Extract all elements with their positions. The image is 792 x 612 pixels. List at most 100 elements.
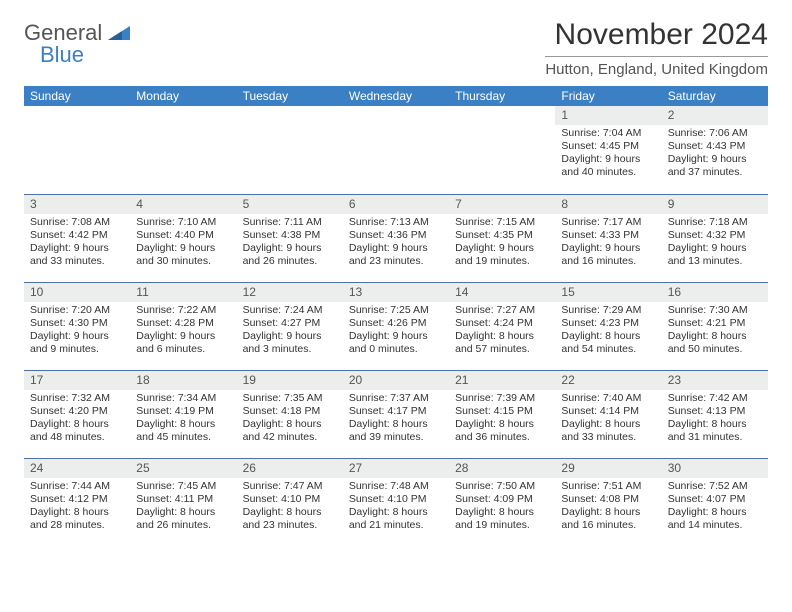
title-block: November 2024 Hutton, England, United Ki… [545,18,768,78]
day-body: Sunrise: 7:18 AMSunset: 4:32 PMDaylight:… [662,214,768,273]
day-header: Monday [130,86,236,106]
calendar-cell: 5Sunrise: 7:11 AMSunset: 4:38 PMDaylight… [237,194,343,282]
day-number: 18 [130,370,236,390]
day-number: 25 [130,458,236,478]
calendar-row: 3Sunrise: 7:08 AMSunset: 4:42 PMDaylight… [24,194,768,282]
calendar-cell: 1Sunrise: 7:04 AMSunset: 4:45 PMDaylight… [555,106,661,194]
calendar-cell: 6Sunrise: 7:13 AMSunset: 4:36 PMDaylight… [343,194,449,282]
logo-triangle-icon [108,26,130,40]
calendar-cell: 8Sunrise: 7:17 AMSunset: 4:33 PMDaylight… [555,194,661,282]
calendar-cell: . [237,106,343,194]
calendar-cell: 27Sunrise: 7:48 AMSunset: 4:10 PMDayligh… [343,458,449,546]
calendar-cell: 24Sunrise: 7:44 AMSunset: 4:12 PMDayligh… [24,458,130,546]
day-body: Sunrise: 7:20 AMSunset: 4:30 PMDaylight:… [24,302,130,361]
location-subtitle: Hutton, England, United Kingdom [545,56,768,78]
day-body: Sunrise: 7:25 AMSunset: 4:26 PMDaylight:… [343,302,449,361]
day-number: 19 [237,370,343,390]
calendar-row: 10Sunrise: 7:20 AMSunset: 4:30 PMDayligh… [24,282,768,370]
day-number: 29 [555,458,661,478]
calendar-cell: 19Sunrise: 7:35 AMSunset: 4:18 PMDayligh… [237,370,343,458]
logo: General Blue [24,18,130,66]
page-title: November 2024 [545,18,768,52]
day-header: Wednesday [343,86,449,106]
calendar-cell: . [449,106,555,194]
day-body: Sunrise: 7:04 AMSunset: 4:45 PMDaylight:… [555,125,661,184]
day-body: Sunrise: 7:45 AMSunset: 4:11 PMDaylight:… [130,478,236,537]
calendar-cell: 28Sunrise: 7:50 AMSunset: 4:09 PMDayligh… [449,458,555,546]
day-number: 3 [24,194,130,214]
day-body: Sunrise: 7:37 AMSunset: 4:17 PMDaylight:… [343,390,449,449]
calendar-row: 24Sunrise: 7:44 AMSunset: 4:12 PMDayligh… [24,458,768,546]
day-number: 6 [343,194,449,214]
day-header: Saturday [662,86,768,106]
calendar-cell: 21Sunrise: 7:39 AMSunset: 4:15 PMDayligh… [449,370,555,458]
calendar-cell: . [130,106,236,194]
day-number: 13 [343,282,449,302]
day-body: Sunrise: 7:06 AMSunset: 4:43 PMDaylight:… [662,125,768,184]
calendar-header-row: Sunday Monday Tuesday Wednesday Thursday… [24,86,768,106]
day-body: Sunrise: 7:27 AMSunset: 4:24 PMDaylight:… [449,302,555,361]
calendar-cell: 12Sunrise: 7:24 AMSunset: 4:27 PMDayligh… [237,282,343,370]
calendar-cell: 23Sunrise: 7:42 AMSunset: 4:13 PMDayligh… [662,370,768,458]
calendar-table: Sunday Monday Tuesday Wednesday Thursday… [24,86,768,546]
day-number: 17 [24,370,130,390]
day-body: Sunrise: 7:50 AMSunset: 4:09 PMDaylight:… [449,478,555,537]
day-body: Sunrise: 7:34 AMSunset: 4:19 PMDaylight:… [130,390,236,449]
day-body: Sunrise: 7:30 AMSunset: 4:21 PMDaylight:… [662,302,768,361]
calendar-row: .....1Sunrise: 7:04 AMSunset: 4:45 PMDay… [24,106,768,194]
day-number: 7 [449,194,555,214]
day-body: Sunrise: 7:40 AMSunset: 4:14 PMDaylight:… [555,390,661,449]
day-header: Sunday [24,86,130,106]
day-number: 1 [555,106,661,125]
logo-text: General Blue [24,22,130,66]
day-number: 16 [662,282,768,302]
calendar-cell: 17Sunrise: 7:32 AMSunset: 4:20 PMDayligh… [24,370,130,458]
day-number: 11 [130,282,236,302]
day-header: Friday [555,86,661,106]
day-body: Sunrise: 7:52 AMSunset: 4:07 PMDaylight:… [662,478,768,537]
calendar-cell: 11Sunrise: 7:22 AMSunset: 4:28 PMDayligh… [130,282,236,370]
calendar-cell: 16Sunrise: 7:30 AMSunset: 4:21 PMDayligh… [662,282,768,370]
day-body: Sunrise: 7:17 AMSunset: 4:33 PMDaylight:… [555,214,661,273]
day-body: Sunrise: 7:22 AMSunset: 4:28 PMDaylight:… [130,302,236,361]
calendar-cell: 2Sunrise: 7:06 AMSunset: 4:43 PMDaylight… [662,106,768,194]
day-number: 10 [24,282,130,302]
day-body: Sunrise: 7:51 AMSunset: 4:08 PMDaylight:… [555,478,661,537]
day-body: Sunrise: 7:15 AMSunset: 4:35 PMDaylight:… [449,214,555,273]
day-body: Sunrise: 7:13 AMSunset: 4:36 PMDaylight:… [343,214,449,273]
day-body: Sunrise: 7:24 AMSunset: 4:27 PMDaylight:… [237,302,343,361]
day-body: Sunrise: 7:08 AMSunset: 4:42 PMDaylight:… [24,214,130,273]
day-number: 12 [237,282,343,302]
calendar-cell: 10Sunrise: 7:20 AMSunset: 4:30 PMDayligh… [24,282,130,370]
day-body: Sunrise: 7:44 AMSunset: 4:12 PMDaylight:… [24,478,130,537]
calendar-cell: 4Sunrise: 7:10 AMSunset: 4:40 PMDaylight… [130,194,236,282]
calendar-row: 17Sunrise: 7:32 AMSunset: 4:20 PMDayligh… [24,370,768,458]
day-body: Sunrise: 7:10 AMSunset: 4:40 PMDaylight:… [130,214,236,273]
day-number: 5 [237,194,343,214]
calendar-cell: . [24,106,130,194]
calendar-cell: 14Sunrise: 7:27 AMSunset: 4:24 PMDayligh… [449,282,555,370]
day-number: 22 [555,370,661,390]
day-number: 30 [662,458,768,478]
calendar-cell: 30Sunrise: 7:52 AMSunset: 4:07 PMDayligh… [662,458,768,546]
calendar-cell: 9Sunrise: 7:18 AMSunset: 4:32 PMDaylight… [662,194,768,282]
day-number: 27 [343,458,449,478]
day-header: Tuesday [237,86,343,106]
day-number: 9 [662,194,768,214]
day-body: Sunrise: 7:11 AMSunset: 4:38 PMDaylight:… [237,214,343,273]
day-number: 26 [237,458,343,478]
day-number: 24 [24,458,130,478]
day-body: Sunrise: 7:42 AMSunset: 4:13 PMDaylight:… [662,390,768,449]
calendar-cell: 3Sunrise: 7:08 AMSunset: 4:42 PMDaylight… [24,194,130,282]
calendar-cell: 13Sunrise: 7:25 AMSunset: 4:26 PMDayligh… [343,282,449,370]
day-number: 21 [449,370,555,390]
calendar-cell: 7Sunrise: 7:15 AMSunset: 4:35 PMDaylight… [449,194,555,282]
day-number: 23 [662,370,768,390]
day-header: Thursday [449,86,555,106]
day-body: Sunrise: 7:32 AMSunset: 4:20 PMDaylight:… [24,390,130,449]
header: General Blue November 2024 Hutton, Engla… [24,18,768,78]
calendar-cell: 18Sunrise: 7:34 AMSunset: 4:19 PMDayligh… [130,370,236,458]
day-body: Sunrise: 7:48 AMSunset: 4:10 PMDaylight:… [343,478,449,537]
calendar-cell: 22Sunrise: 7:40 AMSunset: 4:14 PMDayligh… [555,370,661,458]
day-body: Sunrise: 7:29 AMSunset: 4:23 PMDaylight:… [555,302,661,361]
